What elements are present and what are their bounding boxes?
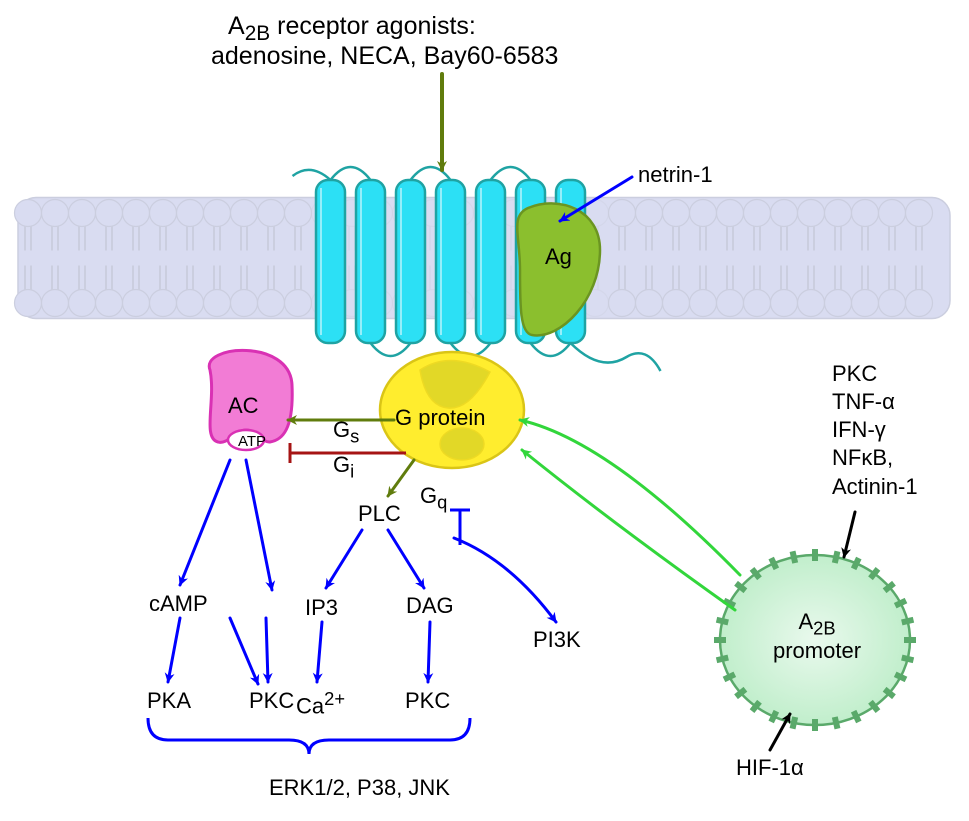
pka-label: PKA	[147, 688, 191, 714]
camp-label: cAMP	[149, 591, 208, 617]
pi3k-label: PI3K	[533, 627, 581, 653]
title-line-2: adenosine, NECA, Bay60-6583	[211, 42, 558, 71]
promoter-label: A2Bpromoter	[773, 609, 861, 664]
gi-label: Gi	[333, 452, 354, 482]
pkc-label-1: PKC	[249, 688, 294, 714]
ip3-label: IP3	[305, 595, 338, 621]
mapk-label: ERK1/2, P38, JNK	[269, 775, 450, 801]
dag-label: DAG	[406, 593, 454, 619]
regulators-list: PKC TNF-α IFN-γ NFκB, Actinin-1	[832, 360, 918, 501]
gprotein-label: G protein	[395, 405, 486, 431]
plc-label: PLC	[358, 501, 401, 527]
ag-label: Ag	[545, 244, 572, 270]
pkc-label-2: PKC	[405, 688, 450, 714]
diagram-stage: A2B receptor agonists: adenosine, NECA, …	[0, 0, 969, 816]
hif-label: HIF-1α	[736, 755, 804, 781]
gs-label: Gs	[333, 417, 359, 447]
gq-label: Gq	[420, 483, 447, 513]
ac-label: AC	[228, 393, 259, 419]
ca2-label: Ca2+	[296, 688, 345, 719]
netrin-label: netrin-1	[638, 162, 713, 188]
title-line-1: A2B receptor agonists:	[228, 12, 476, 46]
atp-label: ATP	[238, 433, 266, 450]
